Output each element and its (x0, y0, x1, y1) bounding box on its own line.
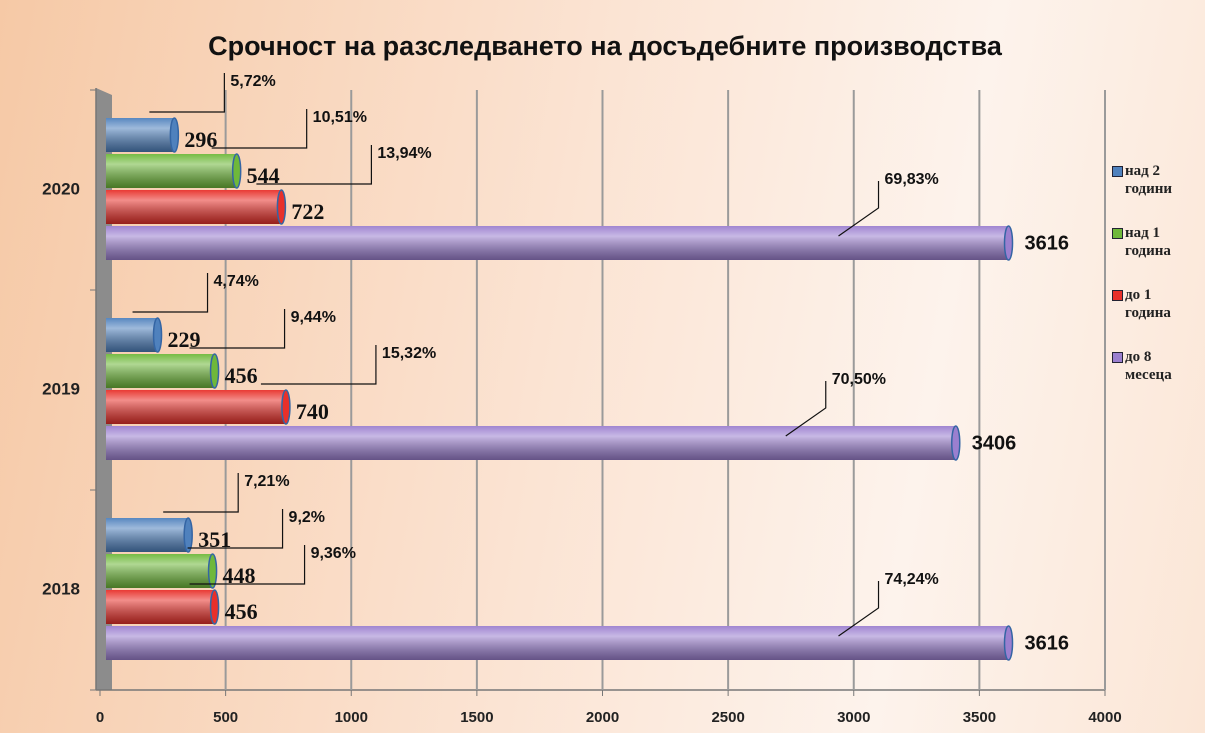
share-label: 4,74% (214, 273, 259, 290)
bar-cap (169, 117, 180, 153)
y-tick-label: 2018 (42, 579, 80, 598)
share-leader (838, 181, 880, 237)
chart-title: Срочност на разследването на досъдебните… (208, 31, 1003, 61)
value-label: 3616 (1025, 632, 1070, 654)
legend-label: над 2 години (1125, 163, 1173, 197)
share-leader (260, 345, 377, 385)
share-label: 74,24% (885, 571, 939, 588)
share-leader (189, 545, 306, 585)
share-label: 13,94% (377, 145, 431, 162)
share-label: 15,32% (382, 345, 436, 362)
share-label: 10,51% (313, 109, 367, 126)
legend-swatch (1112, 166, 1123, 177)
share-label: 70,50% (832, 371, 886, 388)
value-label: 3406 (972, 432, 1017, 454)
value-label: 3616 (1025, 232, 1070, 254)
bar-cap (209, 589, 220, 625)
x-tick-label: 0 (96, 709, 104, 726)
bar-cap (951, 425, 961, 461)
value-label: 722 (291, 199, 324, 224)
value-label: 456 (225, 363, 258, 388)
share-label: 69,83% (885, 171, 939, 188)
x-tick-label: 500 (213, 709, 238, 726)
legend-swatch (1112, 228, 1123, 239)
bar-cap (152, 317, 163, 353)
x-tick-label: 3500 (963, 709, 996, 726)
bar-cap (1003, 625, 1014, 661)
share-label: 5,72% (230, 73, 275, 90)
value-label: 456 (225, 599, 258, 624)
share-leader (149, 73, 225, 113)
legend-swatch (1112, 290, 1123, 301)
share-leader (163, 473, 239, 513)
x-tick-label: 1000 (335, 709, 368, 726)
share-leader (187, 509, 284, 549)
share-leader (132, 273, 209, 313)
legend-label: до 8 месеца (1125, 349, 1172, 383)
x-tick-label: 1500 (460, 709, 493, 726)
bar-cap (276, 189, 287, 225)
share-leader (785, 381, 827, 437)
y-tick-label: 2020 (42, 179, 80, 198)
bar-cap (207, 553, 218, 589)
value-label: 740 (296, 399, 329, 424)
bar-cap (1003, 225, 1014, 261)
share-leader (189, 309, 286, 349)
x-tick-label: 2000 (586, 709, 619, 726)
bar-cap (209, 353, 220, 389)
legend-swatch (1112, 352, 1123, 363)
x-tick-label: 3000 (837, 709, 870, 726)
legend-label: над 1 година (1125, 225, 1171, 259)
bar-cap (281, 389, 291, 425)
x-tick-label: 4000 (1088, 709, 1121, 726)
share-leader (838, 581, 880, 637)
share-label: 7,21% (244, 473, 289, 490)
share-label: 9,36% (311, 545, 356, 562)
share-leader (211, 109, 308, 149)
bar-cap (183, 517, 193, 553)
share-leader (256, 145, 373, 185)
bar-cap (231, 153, 242, 189)
share-label: 9,44% (291, 309, 336, 326)
y-tick-label: 2019 (42, 379, 80, 398)
x-tick-label: 2500 (711, 709, 744, 726)
legend-label: до 1 година (1125, 287, 1171, 321)
share-label: 9,2% (289, 509, 325, 526)
